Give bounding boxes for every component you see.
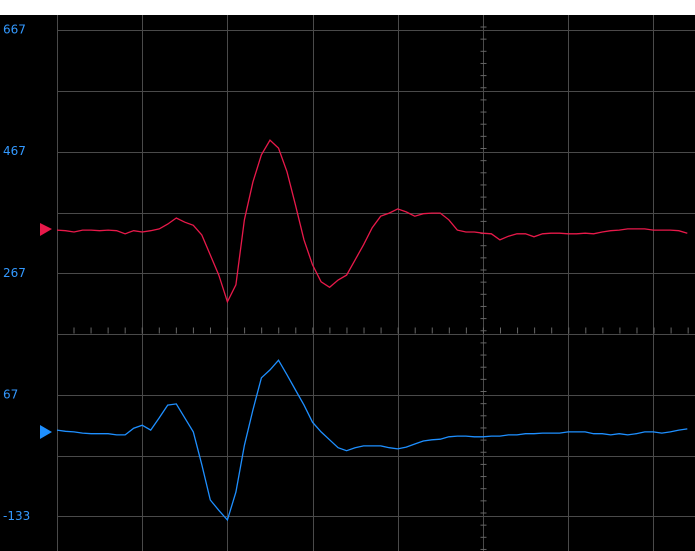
- y-tick-label: 667: [3, 23, 26, 37]
- y-tick-label: 67: [3, 387, 18, 401]
- y-tick-label: 267: [3, 266, 26, 280]
- plot-background: [0, 15, 695, 551]
- trace: [56, 139, 688, 304]
- labels: 667 467 267 67 -133: [3, 23, 30, 523]
- minor-ticks: [73, 26, 689, 550]
- y-tick-label: -133: [3, 509, 30, 523]
- y-tick-label: 467: [3, 144, 26, 158]
- traces: [56, 139, 688, 522]
- grid: [57, 15, 695, 551]
- channel-marker: [40, 425, 52, 439]
- trace: [56, 359, 688, 522]
- channel-marker: [40, 223, 52, 236]
